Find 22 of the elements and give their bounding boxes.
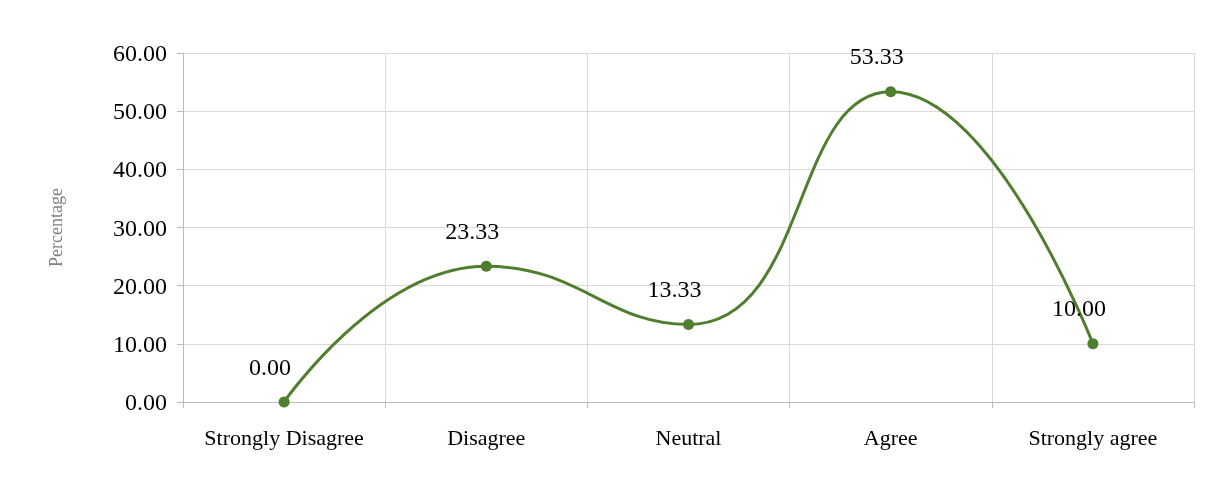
- y-tick-label: 60.00: [113, 40, 167, 66]
- point: [683, 318, 694, 330]
- y-tick-label: 30.00: [113, 214, 167, 241]
- x-tick-label: Strongly Disagree: [204, 424, 364, 450]
- data-label: 0.00: [249, 353, 292, 380]
- x-tick-label: Agree: [863, 424, 918, 450]
- point: [278, 396, 290, 408]
- x-tick-label: Disagree: [447, 424, 526, 450]
- y-tick-label: 10.00: [113, 330, 167, 357]
- point: [480, 260, 492, 272]
- data-label: 53.33: [849, 43, 904, 70]
- y-tick-label: 20.00: [113, 272, 167, 299]
- x-tick-label: Neutral: [655, 424, 722, 450]
- y-tick-label: 50.00: [113, 98, 167, 125]
- y-axis-title: Percentage: [46, 188, 66, 267]
- point: [1087, 338, 1099, 350]
- point: [885, 86, 897, 98]
- x-tick-label: Strongly agree: [1028, 424, 1158, 450]
- data-label: 13.33: [647, 275, 702, 302]
- y-tick-label: 40.00: [113, 156, 167, 183]
- data-label: 23.33: [445, 217, 500, 244]
- y-tick-label: 0.00: [125, 389, 167, 415]
